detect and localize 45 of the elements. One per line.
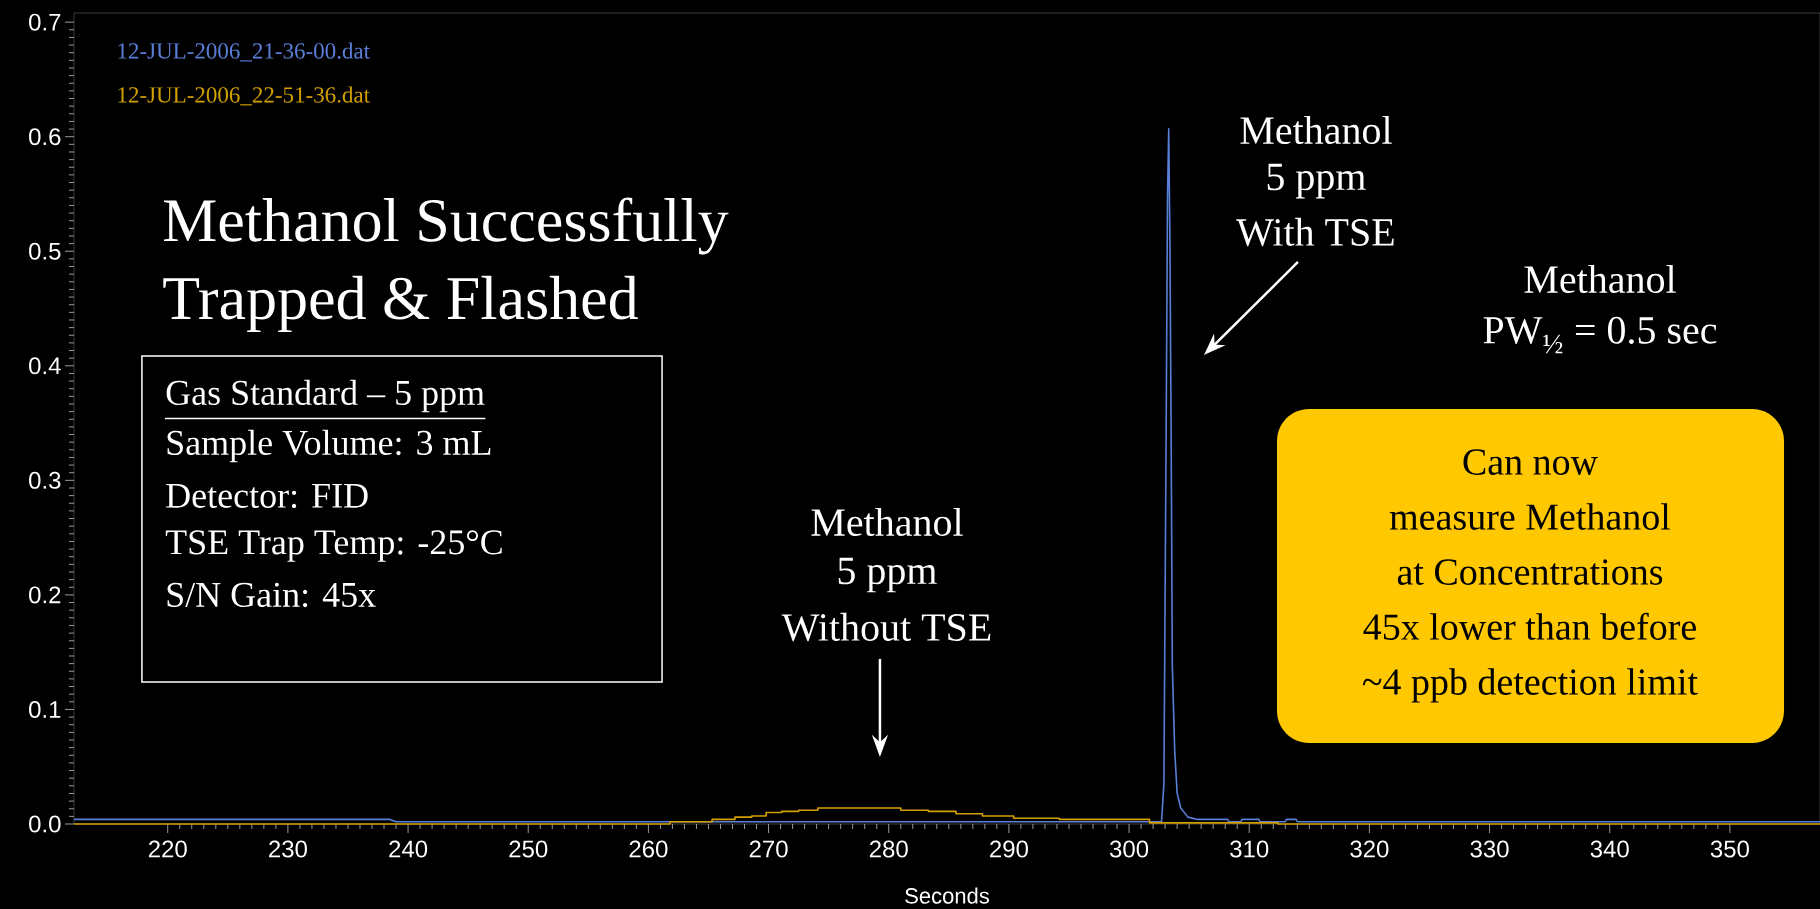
x-tick-label: 220 [148,840,187,858]
annotation: Without TSE [781,612,991,642]
annotation: Methanol [811,507,963,537]
x-tick-label: 290 [990,840,1028,858]
x-tick-label: 230 [269,840,307,858]
annotation: 45x lower than before [1363,612,1696,640]
y-tick-label: 0.0 [29,815,61,833]
annotation: With TSE [1236,217,1394,247]
annotation: 5 ppm [1267,163,1366,199]
annotation: Methanol Successfully [163,197,729,255]
annotation: Methanol [1240,115,1392,145]
x-tick-label: 250 [509,840,548,858]
text: 12-JUL-2006_22-51-36.dat [118,86,370,106]
x-tick-label: 310 [1230,840,1269,858]
text: 12-JUL-2006_21-36-00.dat [118,42,370,62]
x-tick-label: 340 [1590,840,1629,858]
y-tick-label: 0.3 [29,471,61,489]
annotation: Detector: FID [166,483,368,509]
annotation: 5 ppm [838,557,937,593]
x-tick-label: 330 [1470,840,1509,858]
annotation: S/N Gain: 45x [167,582,376,608]
y-tick-label: 0.5 [29,242,61,260]
y-tick-label: 0.4 [29,357,61,375]
y-tick-label: 0.1 [29,700,61,718]
annotation: Gas Standard – 5 ppm [166,379,485,413]
annotation: ~4 ppb detection limit [1362,668,1698,703]
annotation: TSE Trap Temp: -25°C [165,530,502,562]
annotation: Methanol [1524,264,1676,294]
y-tick-label: 0.7 [29,13,61,31]
x-axis-title: Seconds [905,887,989,904]
x-tick-label: 240 [389,840,428,858]
annotation: measure Methanol [1389,503,1671,530]
x-tick-label: 270 [749,840,788,858]
x-tick-label: 280 [869,840,908,858]
annotation: Sample Volume: 3 mL [167,429,491,463]
x-tick-label: 350 [1710,840,1749,858]
annotation: PW$_{½}$ = 0.5 sec [1483,316,1717,354]
y-tick-label: 0.2 [29,586,61,604]
x-tick-label: 300 [1109,840,1149,858]
annotation: at Concentrations [1397,559,1663,585]
x-tick-label: 320 [1350,840,1389,858]
y-tick-label: 0.6 [29,128,61,146]
annotation: Can now [1463,449,1598,475]
annotation: Trapped & Flashed [163,275,638,333]
x-tick-label: 260 [629,840,668,858]
